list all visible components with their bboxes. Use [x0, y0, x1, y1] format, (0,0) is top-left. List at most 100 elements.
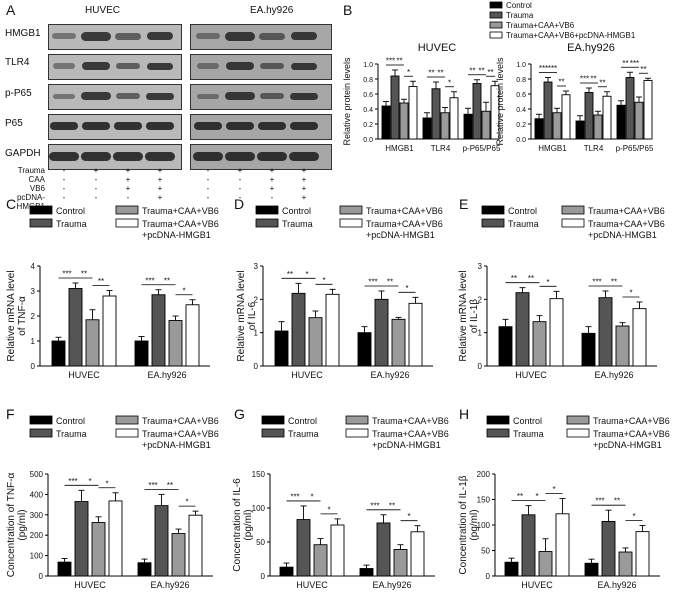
- y-tick-label: 1.0: [363, 62, 373, 69]
- bar: [543, 81, 553, 140]
- panel-letter-f: F: [6, 406, 15, 422]
- y-tick-label: 2: [254, 295, 259, 304]
- x-category-label: EA.hy926: [597, 580, 636, 590]
- blot-band: [82, 62, 110, 70]
- blot-band: [146, 122, 174, 130]
- blot-band: [290, 92, 318, 100]
- blot-band: [290, 122, 318, 130]
- bar: [408, 302, 423, 367]
- x-category-label: HUVEC: [74, 580, 106, 590]
- cell-line-huvec: HUVEC: [85, 5, 121, 16]
- legend-label: Control: [508, 206, 537, 216]
- condition-sign: +: [157, 175, 163, 184]
- condition-sign: -: [94, 193, 98, 202]
- bar: [498, 326, 513, 367]
- bar: [74, 501, 89, 577]
- blot-band: [289, 151, 319, 161]
- y-axis-label: (pg/ml): [243, 509, 254, 540]
- y-tick-label: 0.8: [516, 77, 526, 84]
- y-tick-label: 150: [477, 496, 491, 505]
- significance-label: **: [287, 270, 293, 279]
- significance-label: *: [305, 270, 308, 279]
- legend-label: Trauma+CAA+VB6: [366, 206, 443, 216]
- blot-band: [260, 93, 284, 99]
- bar: [552, 112, 562, 140]
- condition-sign: -: [62, 193, 66, 202]
- legend-label: Control: [288, 416, 317, 426]
- bar: [137, 562, 152, 577]
- bar: [325, 293, 340, 367]
- y-axis-label: (pg/ml): [17, 509, 28, 540]
- significance-label: ***: [368, 278, 377, 287]
- x-category-label: EA.hy926: [147, 370, 186, 380]
- condition-sign: +: [93, 166, 99, 175]
- legend-label: Trauma+CAA+VB6: [142, 219, 219, 229]
- x-category-label: HUVEC: [68, 370, 100, 380]
- condition-sign: -: [206, 175, 210, 184]
- significance-label: *: [88, 477, 91, 486]
- bar: [291, 292, 306, 367]
- y-tick-label: 3: [254, 262, 259, 271]
- bar: [440, 112, 450, 140]
- blot-band: [50, 122, 78, 130]
- y-tick-label: 0: [261, 572, 266, 581]
- bar: [521, 514, 536, 577]
- significance-label: **: [511, 274, 517, 283]
- bar: [357, 332, 372, 367]
- bar: [279, 566, 294, 577]
- significance-label: ***: [592, 278, 601, 287]
- protein-label-tlr4: TLR4: [5, 57, 30, 68]
- bar: [472, 83, 482, 140]
- legend-label: Trauma: [56, 429, 87, 439]
- x-category-label: p-P65/P65: [616, 144, 654, 153]
- blot-band: [81, 31, 111, 41]
- bar: [632, 308, 647, 367]
- significance-label: *: [185, 498, 188, 507]
- bar: [584, 92, 594, 140]
- bar: [561, 94, 571, 140]
- panel-letter-g: G: [234, 406, 245, 422]
- condition-sign: +: [269, 166, 275, 175]
- bar: [390, 75, 400, 140]
- significance-label: **: [599, 78, 605, 87]
- significance-label: ***: [548, 64, 557, 73]
- bar: [171, 533, 186, 577]
- y-tick-label: 50: [256, 538, 265, 547]
- blot-band: [260, 63, 284, 69]
- legend-label: Trauma+CAA+VB6: [588, 219, 665, 229]
- significance-label: **: [622, 59, 628, 68]
- significance-label: **: [487, 68, 493, 77]
- legend-label: Trauma: [508, 219, 539, 229]
- y-tick-label: 0: [254, 362, 259, 371]
- significance-label: **: [640, 65, 646, 74]
- bar: [593, 114, 603, 140]
- legend-swatch: [481, 218, 505, 228]
- condition-sign: +: [157, 193, 163, 202]
- bar: [274, 330, 289, 367]
- blot-p-p65-huvec: [48, 84, 182, 110]
- legend-label: +pcDNA-HMGB1: [588, 230, 657, 240]
- condition-sign: +: [269, 184, 275, 193]
- protein-label-hmgb1: HMGB1: [5, 28, 41, 39]
- significance-label: *: [405, 284, 408, 293]
- legend-label: +pcDNA-HMGB1: [142, 230, 211, 240]
- significance-label: ***: [68, 477, 77, 486]
- legend-label: Trauma: [288, 429, 319, 439]
- y-tick-label: 200: [477, 470, 491, 479]
- significance-label: **: [611, 278, 617, 287]
- y-tick-label: 400: [30, 490, 44, 499]
- legend-label: +pcDNA-HMGB1: [372, 440, 441, 450]
- bar: [602, 95, 612, 140]
- condition-sign: -: [206, 166, 210, 175]
- significance-label: ***: [386, 57, 395, 66]
- condition-sign: -: [62, 184, 66, 193]
- legend-swatch: [489, 11, 503, 19]
- y-tick-label: 0.6: [516, 92, 526, 99]
- protein-label-gapdh: GAPDH: [5, 148, 41, 159]
- x-category-label: EA.hy926: [594, 370, 633, 380]
- bar: [538, 551, 553, 577]
- legend-swatch: [486, 415, 510, 425]
- y-tick-label: 0: [39, 572, 44, 581]
- x-category-label: p-P65/P65: [463, 144, 501, 153]
- legend-swatch: [261, 428, 285, 438]
